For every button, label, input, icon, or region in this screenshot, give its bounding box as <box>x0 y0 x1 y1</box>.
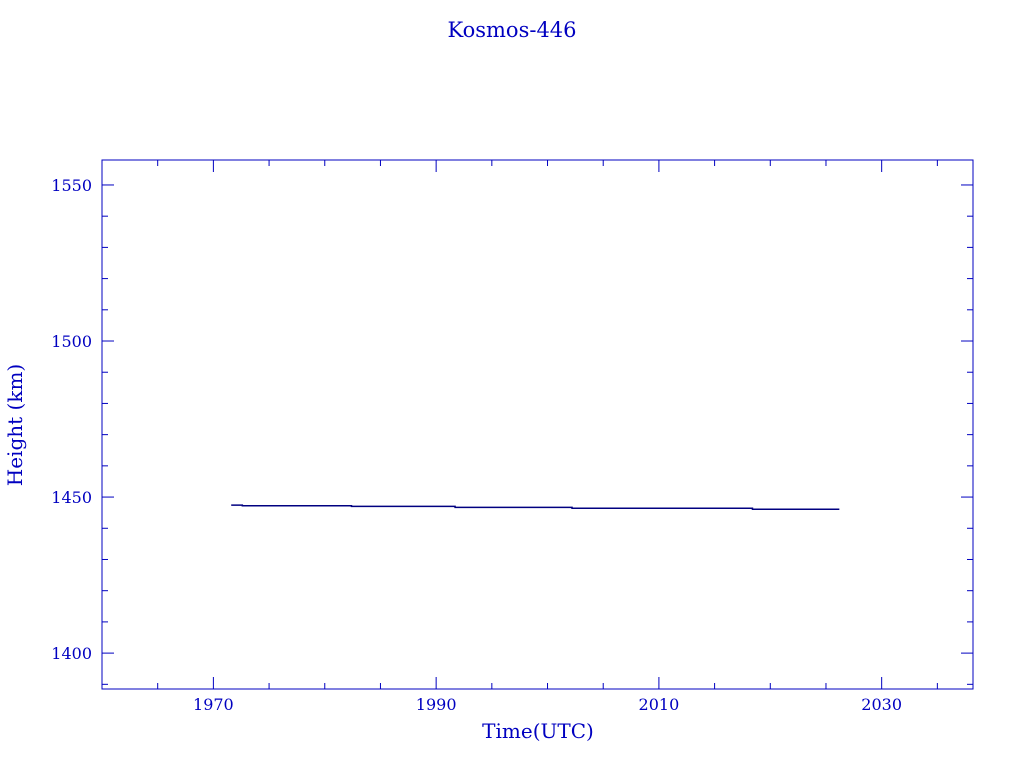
series-line <box>231 504 840 510</box>
y-tick-label: 1450 <box>51 488 92 507</box>
chart-title: Kosmos-446 <box>447 18 576 42</box>
y-axis-label: Height (km) <box>3 364 27 486</box>
x-tick-label: 2030 <box>861 695 902 714</box>
x-tick-label: 1970 <box>193 695 234 714</box>
plot-frame <box>101 159 974 690</box>
y-tick-label: 1550 <box>51 176 92 195</box>
x-tick-label: 2010 <box>639 695 680 714</box>
x-axis-label: Time(UTC) <box>482 719 594 743</box>
x-tick-label: 1990 <box>416 695 457 714</box>
y-tick-label: 1500 <box>51 332 92 351</box>
y-tick-label: 1400 <box>51 644 92 663</box>
